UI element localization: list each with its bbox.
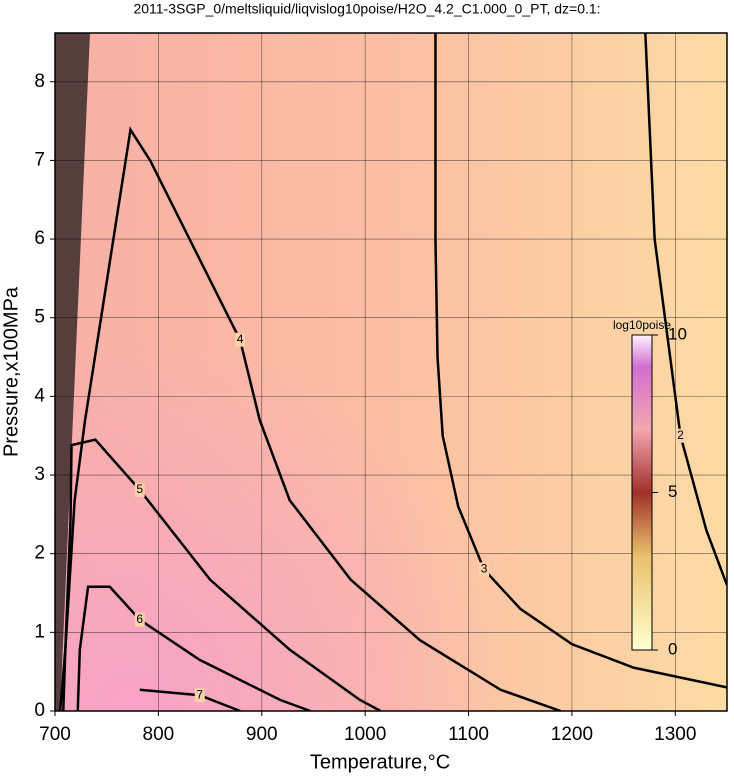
contour-label-bg [134, 482, 145, 497]
contour-label: 2 [677, 428, 684, 442]
colorbar-tick-label: 5 [668, 482, 677, 501]
contour-label-bg [134, 612, 145, 627]
x-tick-label: 900 [246, 724, 278, 745]
contour-line [58, 126, 561, 711]
contour-label: 5 [136, 482, 143, 496]
plot-frame [54, 32, 728, 712]
x-tick-label: 1300 [654, 724, 696, 745]
colorbar-label: log10poise [613, 318, 671, 332]
contour-line [644, 33, 727, 586]
colorbar [631, 334, 653, 651]
colorbar-tick-label: 10 [668, 324, 687, 343]
x-tick-label: 700 [39, 724, 71, 745]
y-tick-label: 6 [34, 228, 45, 249]
y-axis-label: Pressure,x100MPa [0, 286, 22, 457]
plot-area [55, 33, 727, 711]
y-tick-label: 5 [34, 307, 45, 328]
contour-line [434, 33, 727, 689]
contour-label: 6 [136, 612, 143, 626]
contour-label: 3 [481, 562, 488, 576]
x-tick-label: 1200 [551, 724, 593, 745]
overlay: 2 3 4 5 6 7 [134, 332, 686, 703]
x-axis-label: Temperature,°C [310, 751, 450, 773]
background-field [55, 33, 727, 711]
colorbar-tick-label: 0 [668, 639, 677, 658]
contour-line [76, 585, 311, 711]
contour-label-bg [675, 428, 686, 443]
x-tick-label: 800 [143, 724, 175, 745]
y-tick-label: 3 [34, 464, 45, 485]
x-tick-label: 1000 [344, 724, 386, 745]
y-tick-label: 4 [34, 385, 45, 406]
contour-label: 4 [237, 332, 244, 346]
x-tick-label: 1100 [448, 724, 489, 745]
contour-line [62, 438, 382, 711]
contour-label: 7 [196, 687, 203, 701]
y-tick-label: 2 [34, 543, 45, 564]
dense-contours [55, 33, 90, 711]
y-tick-label: 7 [34, 149, 45, 170]
y-tick-label: 8 [34, 71, 45, 92]
contour-label-bg [479, 562, 490, 577]
y-tick-label: 1 [34, 621, 45, 642]
chart-title: 2011-3SGP_0/meltsliquid/liqvislog10poise… [133, 1, 600, 17]
contour-label-bg [235, 332, 246, 347]
y-tick-label: 0 [34, 700, 45, 721]
contour-label-bg [194, 688, 205, 703]
